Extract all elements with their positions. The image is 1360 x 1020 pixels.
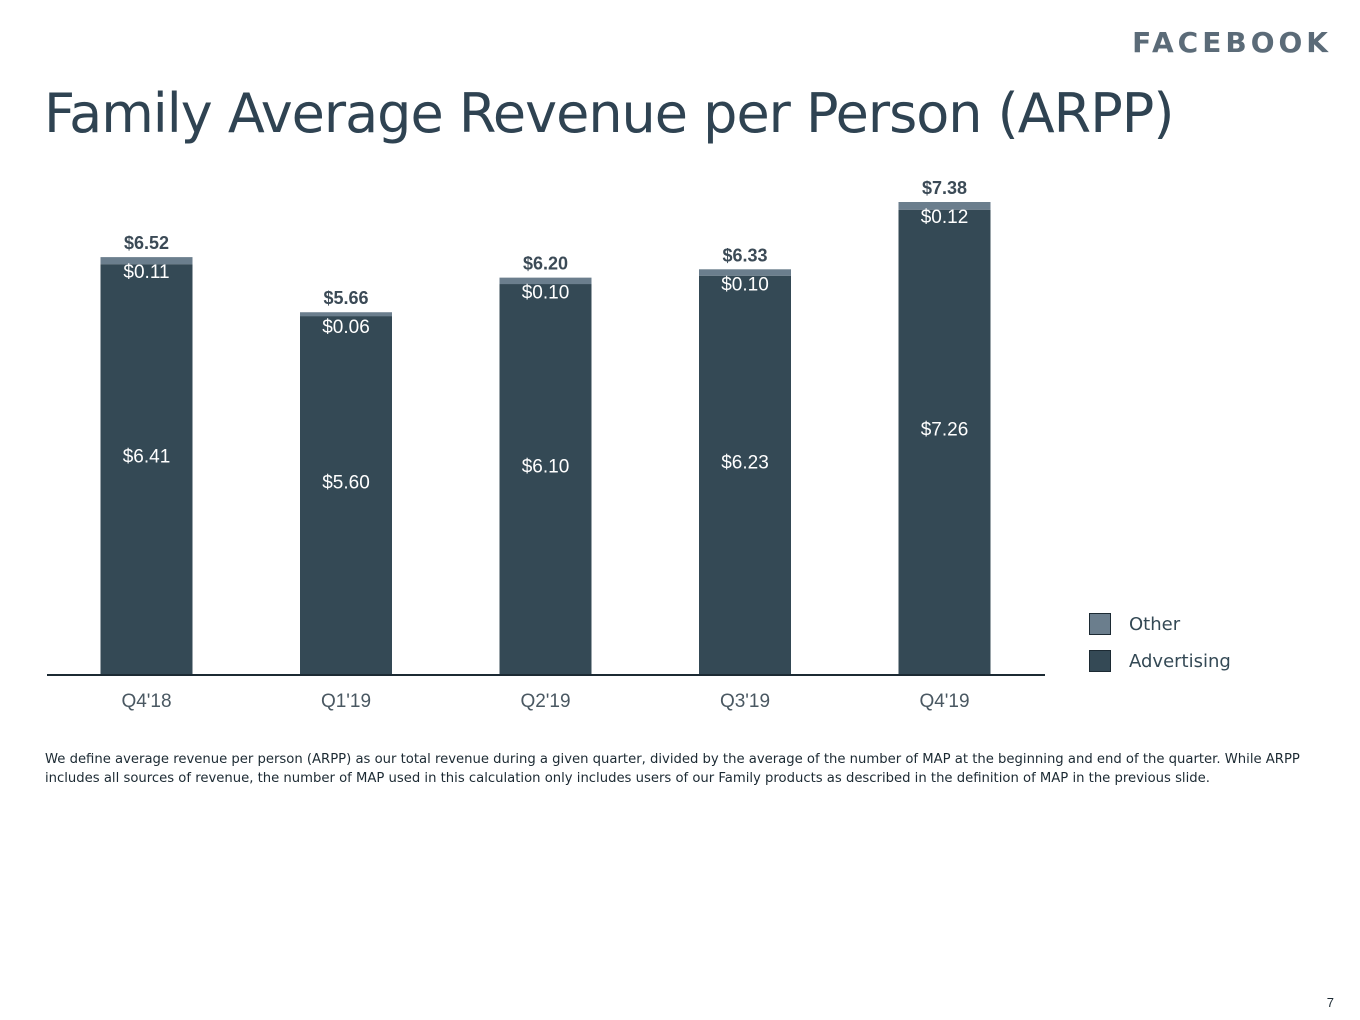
x-tick-label: Q3'19 (720, 691, 770, 712)
bar-label-advertising: $7.26 (921, 419, 969, 440)
legend-swatch-other (1089, 613, 1111, 635)
chart-legend: Other Advertising (1089, 611, 1231, 685)
bar-total-label: $7.38 (922, 178, 967, 198)
legend-label-advertising: Advertising (1129, 650, 1231, 672)
bar-total-label: $6.20 (523, 254, 568, 274)
arpp-stacked-bar-chart: $6.41 $0.11 $6.52 Q4'18 $5.60 $0.06 $5.66 Q1'19… (47, 178, 1045, 712)
facebook-logo: FACEBOOK (1132, 26, 1332, 59)
bar-label-advertising: $5.60 (322, 473, 370, 494)
bar-label-other: $0.11 (123, 262, 169, 283)
slide-title: Family Average Revenue per Person (ARPP) (44, 82, 1174, 145)
bar-label-other: $0.12 (921, 207, 969, 228)
bar-other (100, 257, 193, 265)
bar-label-other: $0.10 (522, 283, 570, 304)
bar-total-label: $6.33 (722, 245, 767, 265)
x-tick-label: Q4'18 (121, 691, 171, 712)
x-tick-label: Q4'19 (919, 691, 969, 712)
bar-advertising (300, 316, 392, 675)
bar-other (499, 277, 592, 285)
arpp-definition-footnote: We define average revenue per person (AR… (45, 752, 1300, 786)
bar-other (699, 269, 791, 276)
legend-item-other: Other (1089, 611, 1231, 637)
bar-total-label: $5.66 (323, 288, 368, 308)
bar-label-advertising: $6.23 (721, 452, 769, 473)
bar-label-advertising: $6.41 (123, 447, 171, 468)
bar-advertising (499, 284, 592, 675)
legend-swatch-advertising (1089, 650, 1111, 672)
page-number: 7 (1326, 995, 1334, 1010)
bar-other (300, 312, 392, 317)
x-tick-label: Q2'19 (520, 691, 570, 712)
legend-label-other: Other (1129, 613, 1181, 635)
bar-advertising (100, 264, 193, 675)
bar-label-other: $0.06 (322, 317, 370, 338)
bar-advertising (898, 209, 991, 676)
bar-label-advertising: $6.10 (522, 457, 570, 478)
bar-total-label: $6.52 (124, 233, 169, 253)
bar-other (898, 202, 991, 210)
x-tick-label: Q1'19 (321, 691, 371, 712)
bar-advertising (699, 275, 791, 675)
bar-label-other: $0.10 (721, 274, 769, 295)
legend-item-advertising: Advertising (1089, 648, 1231, 674)
